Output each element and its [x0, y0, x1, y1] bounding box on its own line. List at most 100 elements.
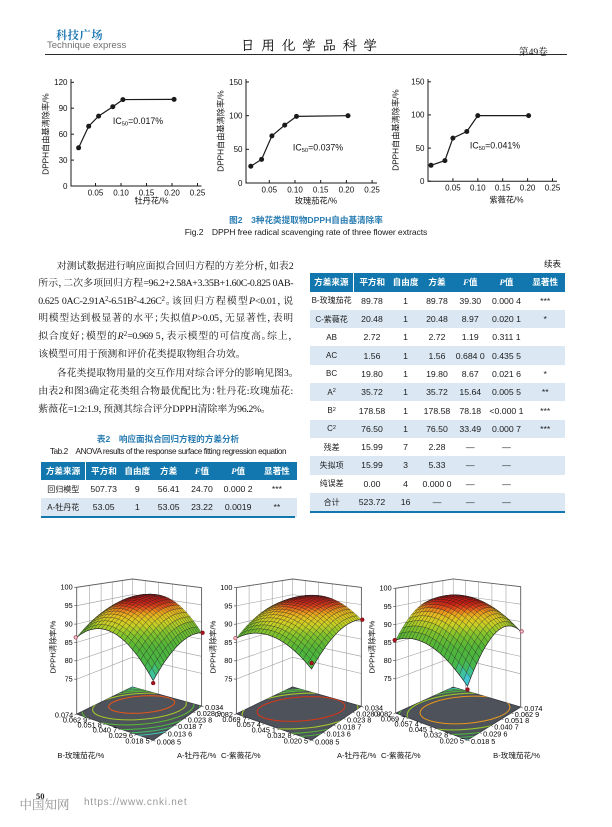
svg-text:DPPH清除率/%: DPPH清除率/%	[367, 620, 378, 673]
svg-text:75: 75	[65, 675, 73, 684]
svg-text:DPPH清除率/%: DPPH清除率/%	[48, 620, 59, 673]
svg-text:0.045 1: 0.045 1	[409, 725, 433, 734]
svg-text:0.023 8: 0.023 8	[188, 715, 212, 724]
svg-text:85: 85	[224, 638, 232, 647]
svg-text:0.082: 0.082	[215, 710, 233, 719]
svg-text:95: 95	[224, 601, 232, 610]
svg-text:0: 0	[238, 179, 243, 188]
svg-text:0.040 7: 0.040 7	[93, 725, 117, 734]
svg-text:0.15: 0.15	[495, 184, 511, 193]
svg-text:0.15: 0.15	[313, 186, 329, 195]
svg-text:0.10: 0.10	[287, 186, 303, 195]
svg-text:75: 75	[384, 674, 392, 683]
svg-text:75: 75	[224, 675, 232, 684]
svg-text:0.05: 0.05	[262, 186, 278, 195]
svg-text:0.074: 0.074	[524, 704, 542, 713]
svg-text:80: 80	[65, 656, 73, 665]
svg-text:B-玫瑰茄花/%: B-玫瑰茄花/%	[493, 750, 540, 761]
svg-text:80: 80	[384, 656, 392, 665]
svg-text:0.029 6: 0.029 6	[483, 730, 507, 739]
svg-text:0.25: 0.25	[364, 186, 380, 195]
svg-text:C-紫薇花/%: C-紫薇花/%	[221, 750, 261, 761]
svg-text:0.082: 0.082	[374, 710, 392, 719]
svg-text:0.15: 0.15	[139, 189, 155, 198]
svg-text:0.20: 0.20	[520, 184, 536, 193]
svg-text:牡丹花/%: 牡丹花/%	[134, 195, 168, 207]
svg-text:0.05: 0.05	[88, 189, 104, 198]
svg-text:紫薇花/%: 紫薇花/%	[489, 194, 523, 206]
svg-text:0.032 8: 0.032 8	[424, 731, 448, 740]
svg-text:0.040 7: 0.040 7	[494, 723, 518, 732]
svg-text:50: 50	[234, 145, 243, 154]
svg-text:100: 100	[380, 584, 392, 593]
svg-text:DPPH自由基清除率/%: DPPH自由基清除率/%	[40, 93, 52, 174]
svg-text:DPPH清除率/%: DPPH清除率/%	[207, 620, 218, 673]
svg-text:0.018 5: 0.018 5	[125, 737, 149, 746]
svg-text:0.045 1: 0.045 1	[252, 725, 276, 734]
svg-text:0.023 8: 0.023 8	[347, 716, 371, 725]
svg-text:0.020 5: 0.020 5	[440, 736, 464, 745]
svg-text:0.008 5: 0.008 5	[157, 737, 181, 746]
svg-text:玫瑰茄花/%: 玫瑰茄花/%	[295, 195, 337, 207]
svg-text:0.25: 0.25	[190, 189, 206, 198]
svg-text:90: 90	[65, 620, 73, 629]
svg-text:0.018 5: 0.018 5	[471, 737, 495, 746]
svg-text:95: 95	[65, 601, 73, 610]
svg-text:85: 85	[65, 638, 73, 647]
svg-text:0.10: 0.10	[113, 189, 129, 198]
svg-text:85: 85	[384, 638, 392, 647]
svg-text:0.069 7: 0.069 7	[222, 715, 246, 724]
svg-text:0: 0	[63, 182, 68, 191]
svg-text:0.069 7: 0.069 7	[381, 714, 405, 723]
svg-text:100: 100	[61, 583, 73, 592]
svg-text:90: 90	[224, 620, 232, 629]
svg-text:0.028 9: 0.028 9	[197, 709, 221, 718]
svg-text:A-牡丹花/%: A-牡丹花/%	[337, 750, 376, 761]
svg-text:DPPH自由基清除率/%: DPPH自由基清除率/%	[390, 89, 402, 170]
svg-text:100: 100	[411, 111, 425, 120]
svg-text:0: 0	[420, 177, 425, 186]
svg-text:0.034: 0.034	[205, 703, 223, 712]
svg-text:IC50=0.041%: IC50=0.041%	[470, 141, 520, 153]
svg-text:100: 100	[220, 583, 232, 592]
svg-text:90: 90	[59, 104, 68, 113]
svg-text:0.05: 0.05	[445, 184, 461, 193]
svg-text:0.018 7: 0.018 7	[178, 722, 202, 731]
svg-text:IC50=0.017%: IC50=0.017%	[113, 116, 163, 128]
svg-text:0.034: 0.034	[365, 704, 383, 713]
svg-text:0.018 7: 0.018 7	[337, 722, 361, 731]
svg-text:0.029 6: 0.029 6	[109, 731, 133, 740]
svg-text:B-玫瑰茄花/%: B-玫瑰茄花/%	[57, 750, 104, 761]
svg-text:0.051 8: 0.051 8	[77, 720, 101, 729]
svg-text:0.008 5: 0.008 5	[315, 737, 339, 746]
svg-text:A-牡丹花/%: A-牡丹花/%	[177, 750, 216, 761]
svg-text:50: 50	[416, 144, 425, 153]
svg-text:60: 60	[59, 130, 68, 139]
svg-text:0.20: 0.20	[339, 186, 355, 195]
svg-text:0.074: 0.074	[55, 711, 73, 720]
svg-text:0.057 4: 0.057 4	[237, 720, 261, 729]
svg-text:0.032 8: 0.032 8	[267, 731, 291, 740]
svg-text:150: 150	[229, 78, 243, 87]
svg-text:0.25: 0.25	[545, 184, 561, 193]
svg-text:0.020 5: 0.020 5	[284, 737, 308, 746]
svg-text:0.062 9: 0.062 9	[63, 715, 87, 724]
svg-text:0.20: 0.20	[164, 189, 180, 198]
svg-text:95: 95	[384, 602, 392, 611]
svg-text:IC50=0.037%: IC50=0.037%	[293, 143, 343, 155]
svg-text:0.028 9: 0.028 9	[356, 709, 380, 718]
svg-text:0.013 6: 0.013 6	[168, 730, 192, 739]
svg-text:DPPH自由基清除率/%: DPPH自由基清除率/%	[215, 90, 227, 171]
svg-text:30: 30	[59, 156, 68, 165]
svg-text:100: 100	[229, 112, 243, 121]
svg-text:0.10: 0.10	[470, 184, 486, 193]
svg-text:0.051 8: 0.051 8	[505, 716, 529, 725]
svg-text:0.057 4: 0.057 4	[394, 720, 418, 729]
svg-text:C-紫薇花/%: C-紫薇花/%	[381, 750, 421, 761]
svg-text:0.062 9: 0.062 9	[515, 710, 539, 719]
svg-text:0.013 6: 0.013 6	[327, 730, 351, 739]
svg-text:150: 150	[411, 78, 425, 87]
svg-text:80: 80	[224, 656, 232, 665]
svg-text:120: 120	[54, 78, 68, 87]
svg-text:90: 90	[384, 620, 392, 629]
